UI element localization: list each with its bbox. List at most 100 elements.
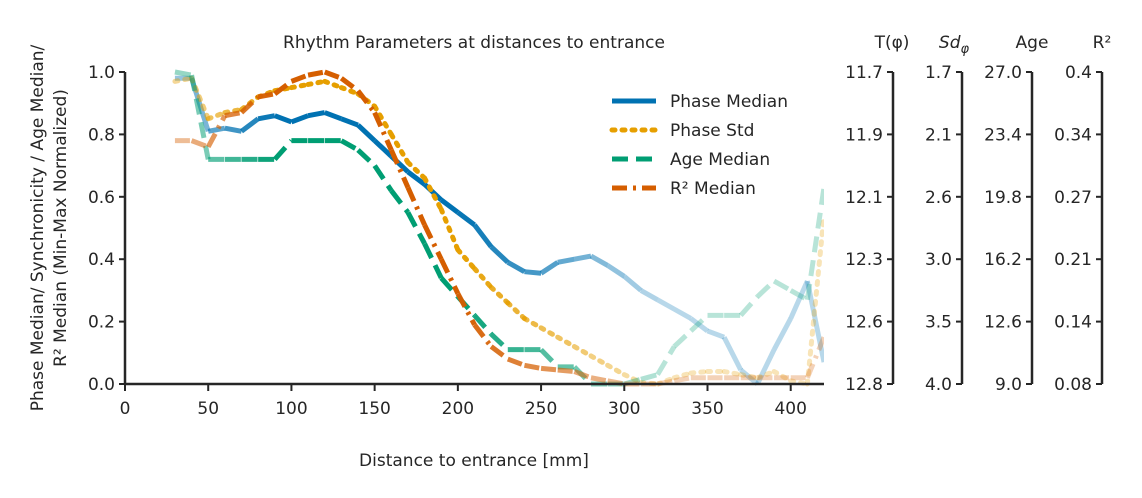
series-segment [755,279,776,299]
secondary-tick-label: 16.2 [984,250,1022,270]
series-segment [438,258,461,295]
series-segment [372,164,394,192]
series-segment [372,138,393,159]
series-segment [538,325,561,340]
series-segment [455,247,477,272]
secondary-tick-label: 12.6 [845,313,883,333]
series-segment [573,369,592,381]
series-segment [656,297,676,312]
series-segment [389,189,410,214]
series-segment [689,316,709,333]
secondary-tick-label: 1.7 [925,63,952,83]
x-tick-label: 200 [442,399,474,419]
x-tick-label: 150 [358,399,390,419]
secondary-tick-label: 12.3 [845,250,883,270]
series-segment [605,362,627,378]
series-segment [488,284,511,306]
series-segment [307,110,326,119]
secondary-tick-label: 12.1 [845,188,883,208]
series-segment [472,313,494,336]
series-segment [639,288,659,302]
series-segment [422,175,444,212]
series-segment [290,113,309,125]
secondary-axis-2: 1.7 2.1 2.6 3.0 3.5 4.0 Sdφ [925,33,970,395]
x-tick-label: 400 [774,399,806,419]
chart-title: Rhythm Parameters at distances to entran… [283,33,665,53]
legend-label-2: Phase Std [670,121,754,141]
y-tick-label: 1.0 [88,63,115,83]
axes: 0.0 0.2 0.4 0.6 0.8 1.0 0 50 100 150 200 250 300 350 4… [88,63,824,419]
series-segment [439,276,460,299]
secondary-tick-label: 19.8 [984,188,1022,208]
series-segment [422,242,444,280]
series-segment [804,280,824,363]
series-segment [506,356,526,368]
series-segment [240,116,260,134]
x-tick-label: 250 [525,399,557,419]
secondary-tick-label: 11.7 [845,63,883,83]
series-segment [222,106,244,116]
series-2-line [172,75,824,387]
series-segment [205,110,228,122]
series-segment [239,95,260,115]
series-segment [356,123,377,143]
secondary-axes: 11.7 11.9 12.1 12.3 12.6 12.8 T(φ) 1.7 2.1 2.6 3.0… [845,33,1111,395]
series-segment [273,79,293,96]
series-segment [721,369,744,378]
series-segment [672,306,693,321]
secondary-tick-label: 27.0 [984,63,1022,83]
series-segment [738,294,760,318]
series-segment [340,138,360,153]
series-segment [438,206,461,253]
series-segment [771,317,793,351]
series-segment [789,288,809,302]
secondary-axis-title-subscript: φ [961,42,970,57]
series-segment [655,345,677,376]
series-segment [224,125,242,134]
series-segment [738,372,760,381]
secondary-tick-label: 12.6 [984,313,1022,333]
series-segment [456,210,476,227]
y-axis-title-line2: R² Median (Min-Max Normalized) [51,89,71,367]
y-tick-label: 0.6 [88,188,115,208]
series-segment [472,266,494,290]
series-segment [590,375,609,384]
series-segment [721,336,744,372]
secondary-axis-3: 27.0 23.4 19.8 16.2 12.6 9.0 Age [984,33,1048,395]
series-segment [606,263,626,279]
series-segment [621,372,644,385]
series-segment [405,186,427,226]
series-segment [323,110,343,122]
series-segment [207,125,226,134]
series-segment [422,223,444,261]
series-segment [788,280,810,320]
series-segment [489,332,510,352]
series-segment [322,78,344,91]
series-segment [174,69,193,78]
series-segment [388,131,411,165]
series-segment [472,323,494,349]
series-segment [288,81,311,91]
y-tick-label: 0.2 [88,313,115,333]
series-segment [224,110,242,119]
secondary-tick-label: 0.14 [1054,313,1092,333]
series-segment [589,253,609,268]
legend: Phase Median Phase Std Age Median R² Median [609,92,788,199]
series-segment [172,75,195,84]
series-segment [573,253,592,262]
secondary-tick-label: 11.9 [845,125,883,145]
series-segment [521,315,544,331]
series-segment [439,197,460,215]
series-segment [339,76,360,93]
legend-label-4: R² Median [670,179,756,199]
secondary-axis-1: 11.7 11.9 12.1 12.3 12.6 12.8 T(φ) [845,33,909,395]
series-segment [540,365,558,373]
series-segment [307,69,326,78]
series-segment [372,111,394,152]
series-segment [189,74,211,160]
series-segment [190,138,210,150]
series-segment [555,334,577,350]
series-segment [290,72,309,84]
series-segment [489,244,510,265]
